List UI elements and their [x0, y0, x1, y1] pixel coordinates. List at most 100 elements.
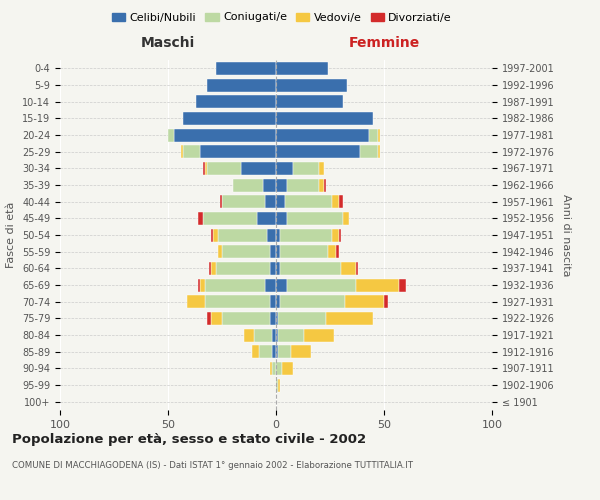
Bar [360, 145, 377, 158]
Bar [338, 195, 343, 208]
Bar [269, 295, 276, 308]
Bar [269, 312, 276, 325]
Text: COMUNE DI MACCHIAGODENA (IS) - Dati ISTAT 1° gennaio 2002 - Elaborazione TUTTITA: COMUNE DI MACCHIAGODENA (IS) - Dati ISTA… [12, 460, 413, 469]
Bar [218, 228, 268, 241]
Bar [265, 195, 276, 208]
Bar [276, 328, 278, 342]
Bar [207, 312, 211, 325]
Bar [207, 78, 276, 92]
Bar [326, 312, 373, 325]
Bar [220, 195, 222, 208]
Bar [328, 245, 337, 258]
Text: Popolazione per età, sesso e stato civile - 2002: Popolazione per età, sesso e stato civil… [12, 432, 366, 446]
Bar [203, 212, 257, 225]
Bar [183, 112, 276, 125]
Text: Maschi: Maschi [141, 36, 195, 50]
Bar [283, 362, 293, 375]
Bar [215, 262, 269, 275]
Bar [272, 345, 276, 358]
Bar [276, 78, 347, 92]
Bar [278, 312, 326, 325]
Bar [269, 262, 276, 275]
Bar [200, 145, 276, 158]
Bar [222, 312, 269, 325]
Bar [181, 145, 183, 158]
Bar [214, 228, 218, 241]
Bar [276, 95, 343, 108]
Bar [168, 128, 175, 141]
Bar [222, 195, 265, 208]
Bar [356, 262, 358, 275]
Bar [276, 112, 373, 125]
Bar [384, 295, 388, 308]
Bar [278, 345, 291, 358]
Bar [276, 62, 328, 75]
Bar [211, 312, 222, 325]
Bar [205, 295, 269, 308]
Bar [259, 345, 272, 358]
Bar [276, 245, 280, 258]
Bar [272, 362, 276, 375]
Bar [244, 328, 254, 342]
Bar [332, 228, 338, 241]
Bar [207, 162, 241, 175]
Bar [338, 228, 341, 241]
Bar [356, 278, 399, 291]
Bar [209, 262, 211, 275]
Bar [276, 278, 287, 291]
Bar [276, 228, 280, 241]
Bar [269, 362, 272, 375]
Bar [337, 245, 338, 258]
Bar [218, 245, 222, 258]
Bar [233, 178, 263, 192]
Bar [369, 128, 377, 141]
Bar [276, 362, 283, 375]
Bar [187, 295, 205, 308]
Bar [276, 145, 360, 158]
Bar [341, 262, 356, 275]
Bar [280, 228, 332, 241]
Bar [278, 378, 280, 392]
Bar [175, 128, 276, 141]
Bar [278, 328, 304, 342]
Bar [276, 295, 280, 308]
Bar [211, 262, 215, 275]
Bar [196, 95, 276, 108]
Bar [276, 212, 287, 225]
Bar [183, 145, 200, 158]
Bar [276, 178, 287, 192]
Bar [265, 278, 276, 291]
Bar [284, 195, 332, 208]
Bar [377, 145, 380, 158]
Bar [399, 278, 406, 291]
Y-axis label: Fasce di età: Fasce di età [7, 202, 16, 268]
Bar [276, 262, 280, 275]
Bar [287, 212, 343, 225]
Bar [287, 278, 356, 291]
Bar [343, 212, 349, 225]
Bar [257, 212, 276, 225]
Bar [276, 312, 278, 325]
Bar [323, 178, 326, 192]
Bar [377, 128, 380, 141]
Bar [319, 162, 323, 175]
Bar [263, 178, 276, 192]
Bar [276, 162, 293, 175]
Bar [241, 162, 276, 175]
Bar [268, 228, 276, 241]
Bar [287, 178, 319, 192]
Bar [269, 245, 276, 258]
Bar [276, 128, 369, 141]
Bar [345, 295, 384, 308]
Bar [205, 162, 207, 175]
Bar [319, 178, 323, 192]
Bar [252, 345, 259, 358]
Bar [280, 295, 345, 308]
Bar [215, 62, 276, 75]
Bar [304, 328, 334, 342]
Legend: Celibi/Nubili, Coniugati/e, Vedovi/e, Divorziati/e: Celibi/Nubili, Coniugati/e, Vedovi/e, Di… [107, 8, 457, 27]
Bar [280, 245, 328, 258]
Bar [254, 328, 272, 342]
Text: Femmine: Femmine [349, 36, 419, 50]
Y-axis label: Anni di nascita: Anni di nascita [561, 194, 571, 276]
